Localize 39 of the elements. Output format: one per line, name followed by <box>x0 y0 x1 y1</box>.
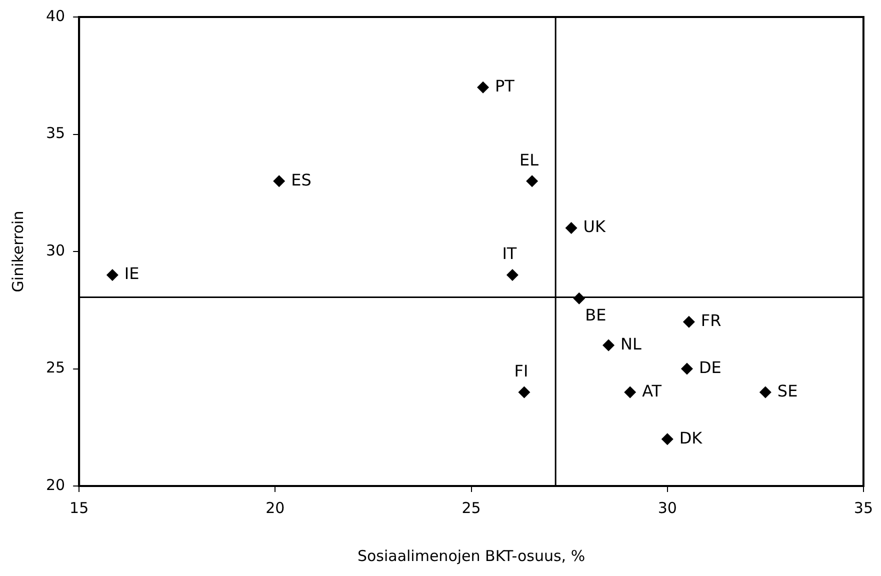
x-tick-label: 25 <box>462 498 481 517</box>
annotation: EL <box>520 150 539 170</box>
y-tick-label: 40 <box>46 6 66 25</box>
annotation: UK <box>583 217 606 236</box>
annotation: IT <box>502 244 517 264</box>
annotation: FR <box>700 311 722 330</box>
x-axis-title: Sosiaalimenojen BKT-osuus, % <box>357 546 586 565</box>
annotation: FI <box>514 361 528 380</box>
point <box>273 175 286 188</box>
annotation: AT <box>642 381 662 400</box>
y-tick-label: 30 <box>46 241 66 260</box>
point <box>661 433 674 446</box>
point <box>602 339 615 352</box>
annotation: DE <box>698 358 722 377</box>
point <box>477 81 490 94</box>
y-tick-label: 25 <box>46 358 66 377</box>
y-tick-label: 35 <box>46 124 66 142</box>
point <box>506 268 518 281</box>
point <box>759 386 772 398</box>
point <box>682 316 695 328</box>
annotation: PT <box>495 76 515 96</box>
x-tick-label: 20 <box>266 498 285 517</box>
y-axis-title: Ginikerroin <box>8 210 27 292</box>
x-tick-label: 35 <box>854 498 874 517</box>
annotation: IE <box>124 264 140 284</box>
point <box>526 175 538 188</box>
x-tick-label: 15 <box>70 498 89 517</box>
point <box>518 386 530 398</box>
point <box>106 268 118 281</box>
x-tick-label: 30 <box>658 498 677 517</box>
point <box>680 362 693 375</box>
annotation: DK <box>679 428 703 448</box>
annotation: NL <box>620 334 642 354</box>
annotation: BE <box>585 306 606 325</box>
point <box>565 222 578 234</box>
point <box>624 386 636 398</box>
annotation: SE <box>777 381 798 400</box>
y-tick-label: 20 <box>46 476 66 494</box>
annotation: ES <box>291 170 312 190</box>
